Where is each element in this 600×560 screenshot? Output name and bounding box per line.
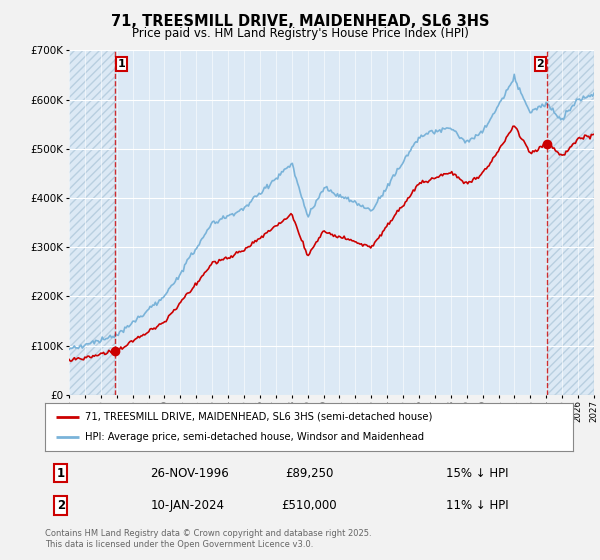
- Text: £89,250: £89,250: [285, 467, 333, 480]
- Text: £510,000: £510,000: [281, 499, 337, 512]
- Bar: [69, 50, 115, 395]
- Text: 71, TREESMILL DRIVE, MAIDENHEAD, SL6 3HS: 71, TREESMILL DRIVE, MAIDENHEAD, SL6 3HS: [111, 14, 489, 29]
- Text: Price paid vs. HM Land Registry's House Price Index (HPI): Price paid vs. HM Land Registry's House …: [131, 27, 469, 40]
- Text: 26-NOV-1996: 26-NOV-1996: [151, 467, 229, 480]
- Text: 1: 1: [57, 467, 65, 480]
- Text: HPI: Average price, semi-detached house, Windsor and Maidenhead: HPI: Average price, semi-detached house,…: [85, 432, 424, 442]
- Text: 2: 2: [536, 59, 544, 69]
- Text: 71, TREESMILL DRIVE, MAIDENHEAD, SL6 3HS (semi-detached house): 71, TREESMILL DRIVE, MAIDENHEAD, SL6 3HS…: [85, 412, 432, 422]
- Text: 1: 1: [118, 59, 125, 69]
- Bar: [547, 50, 594, 395]
- Text: Contains HM Land Registry data © Crown copyright and database right 2025.
This d: Contains HM Land Registry data © Crown c…: [45, 529, 371, 549]
- Text: 11% ↓ HPI: 11% ↓ HPI: [446, 499, 509, 512]
- Text: 15% ↓ HPI: 15% ↓ HPI: [446, 467, 509, 480]
- Text: 2: 2: [57, 499, 65, 512]
- Text: 10-JAN-2024: 10-JAN-2024: [151, 499, 224, 512]
